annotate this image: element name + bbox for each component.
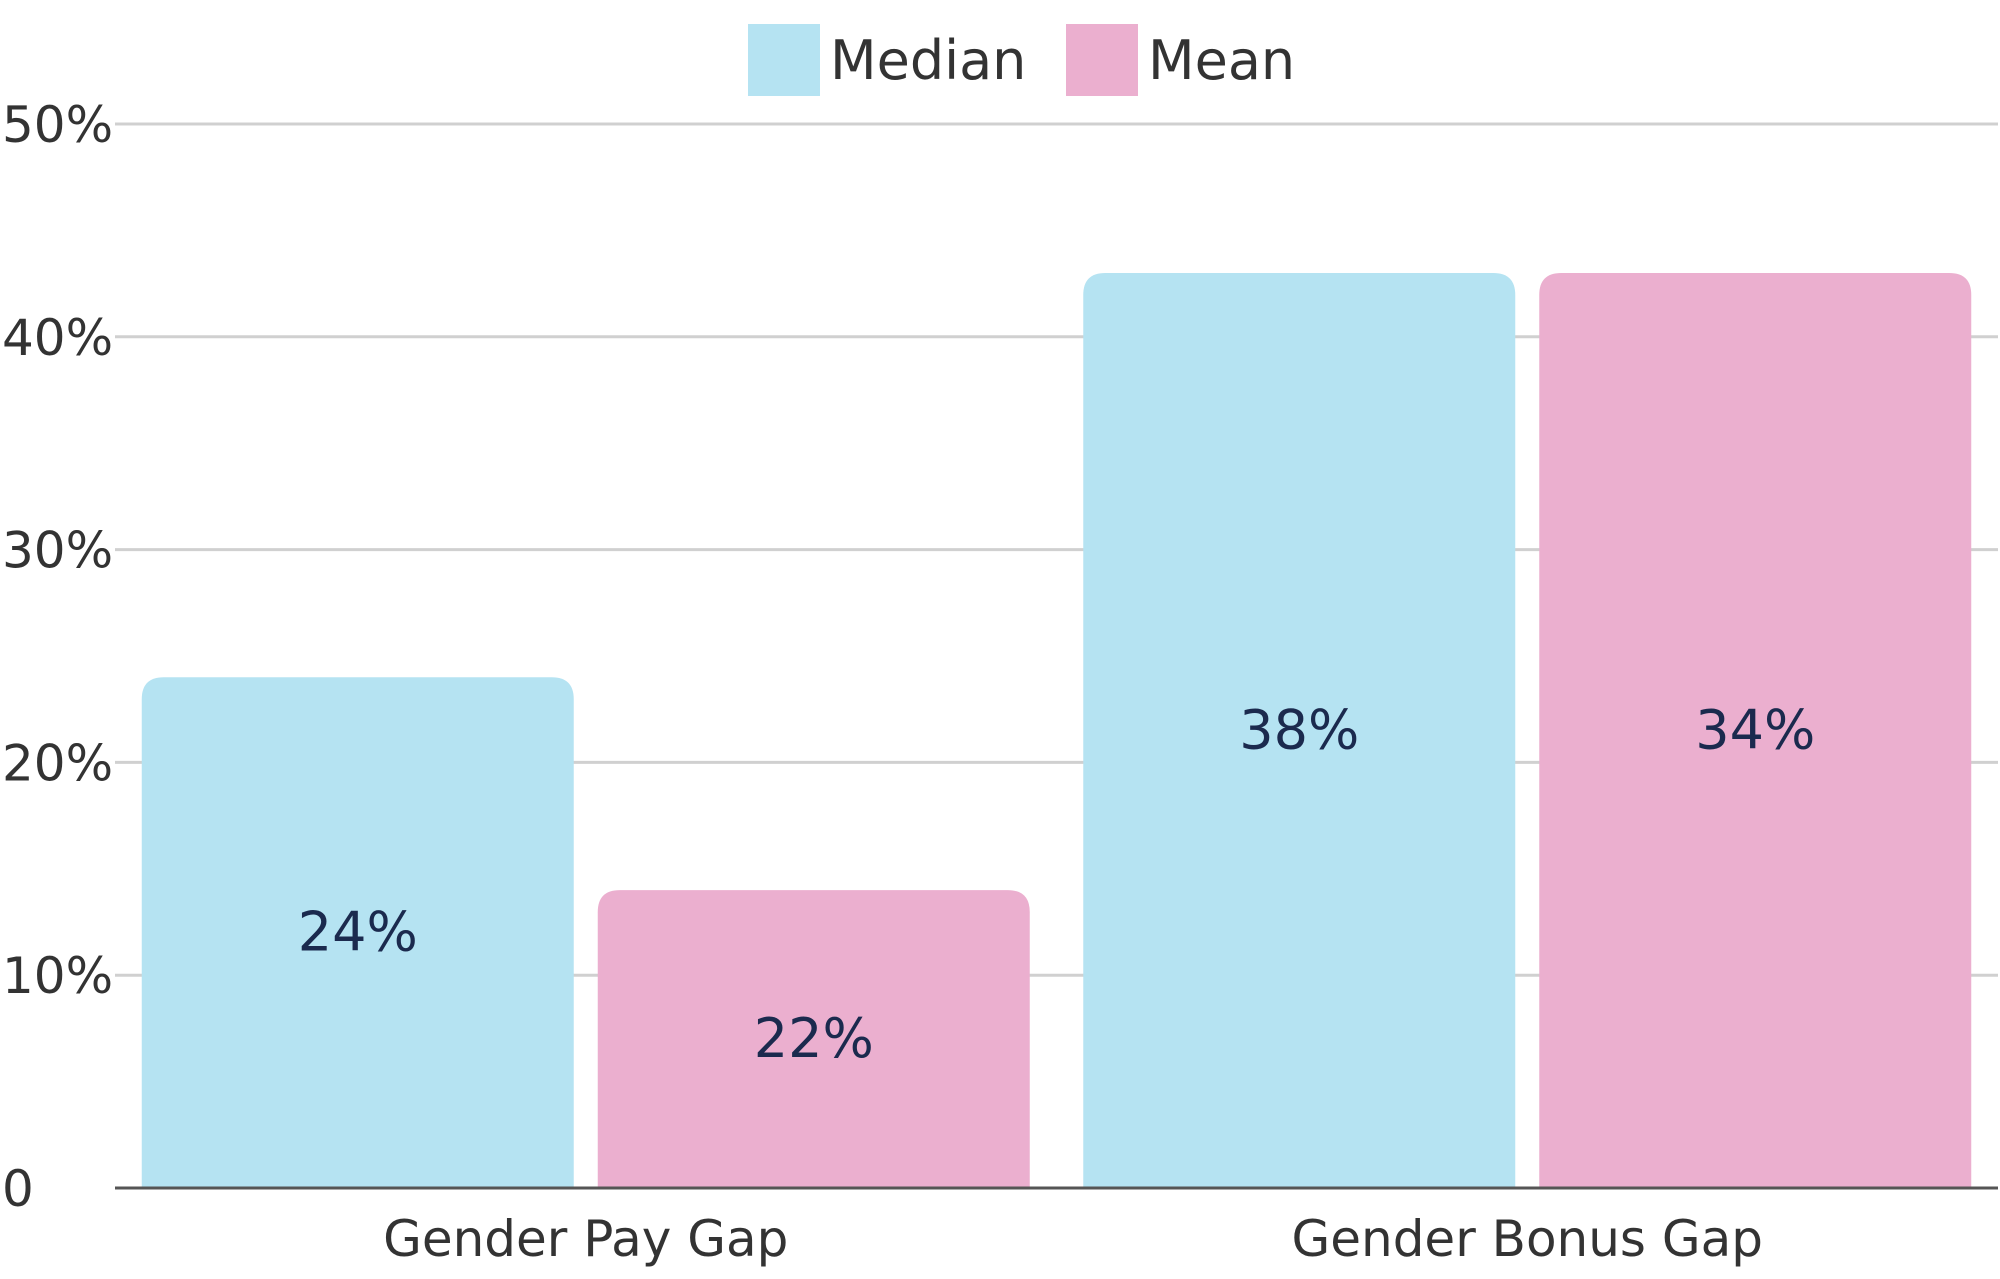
y-tick-label: 0 [2, 1160, 34, 1218]
bar-median-1 [141, 677, 574, 1188]
legend-swatch-median [748, 24, 820, 96]
data-label: 24% [298, 901, 418, 964]
bar-mean-1 [597, 890, 1030, 1188]
bar-mean-2 [1539, 272, 1972, 1189]
legend-swatch-mean [1066, 24, 1138, 96]
y-tick-label: 20% [2, 734, 113, 792]
bar-median-2 [1083, 272, 1516, 1189]
legend-label-median: Median [830, 29, 1026, 92]
y-tick-label: 10% [2, 947, 113, 1005]
legend: Median Mean [748, 24, 1295, 96]
x-tick-label: Gender Bonus Gap [1292, 1210, 1763, 1268]
data-label: 34% [1695, 698, 1815, 761]
x-tick-label: Gender Pay Gap [383, 1210, 788, 1268]
y-tick-label: 30% [2, 522, 113, 580]
axes: 0 10% 20% 30% 40% 50% Gender Pay Gap Gender Bon… [2, 96, 1998, 1268]
bars: 24% 22% 38% 34% [141, 272, 1972, 1189]
y-tick-label: 40% [2, 309, 113, 367]
legend-label-mean: Mean [1148, 29, 1295, 92]
data-label: 22% [754, 1007, 874, 1070]
y-tick-label: 50% [2, 96, 113, 154]
data-label: 38% [1239, 698, 1359, 761]
